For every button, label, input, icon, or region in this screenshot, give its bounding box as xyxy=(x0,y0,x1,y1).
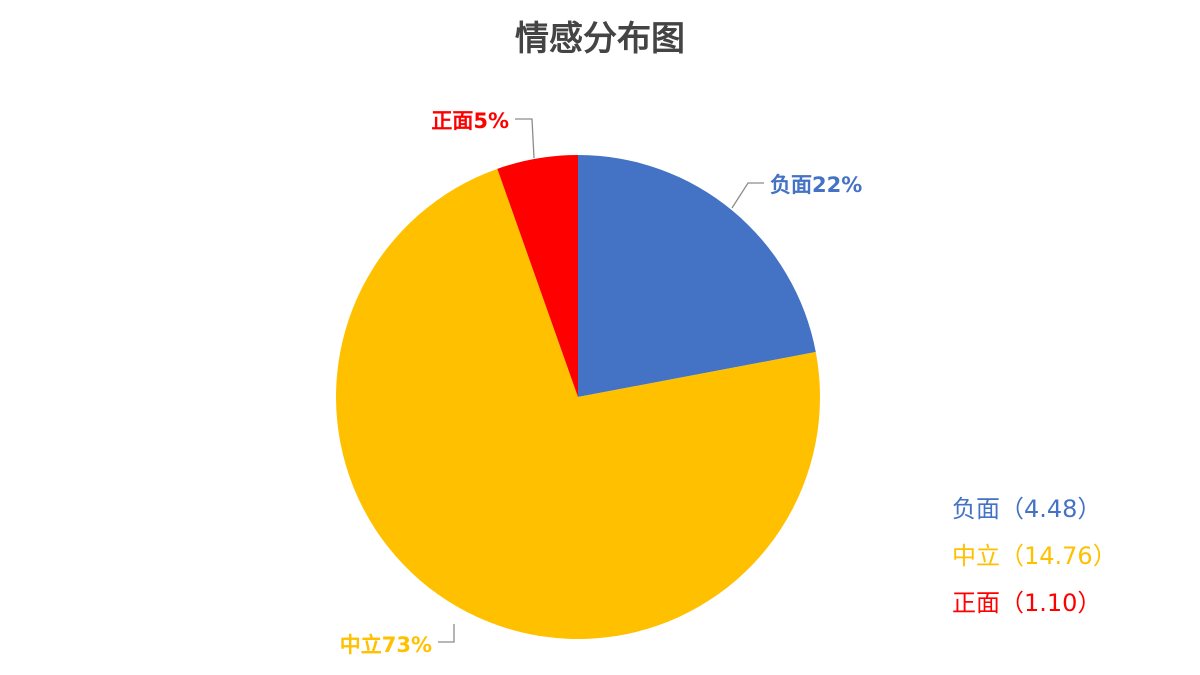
leader-line-2 xyxy=(515,118,535,159)
pie-slice-1 xyxy=(336,168,821,640)
legend: 负面（4.48） 中立（14.76） 正面（1.10） xyxy=(952,495,1117,617)
leader-line-0 xyxy=(731,182,764,209)
pie-slice-0 xyxy=(578,155,816,397)
legend-item-2: 正面（1.10） xyxy=(952,589,1101,617)
pie-slice-2 xyxy=(497,155,578,397)
leader-line-1 xyxy=(438,624,455,643)
legend-item-1: 中立（14.76） xyxy=(952,542,1117,570)
leader-lines xyxy=(438,118,764,643)
slice-labels: 负面22% 中立73% 正面5% xyxy=(340,109,863,657)
slice-label-1: 中立73% xyxy=(340,633,432,657)
slice-label-0: 负面22% xyxy=(770,173,862,197)
chart-title: 情感分布图 xyxy=(515,19,685,59)
slice-label-2: 正面5% xyxy=(431,109,509,133)
pie-slices xyxy=(336,155,821,640)
legend-item-0: 负面（4.48） xyxy=(952,495,1101,523)
